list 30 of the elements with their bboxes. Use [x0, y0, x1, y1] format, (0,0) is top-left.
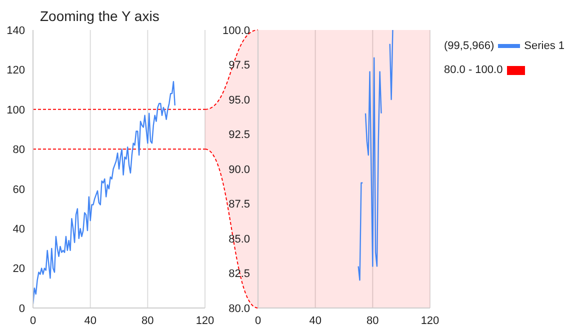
y-tick-label: 82.5 — [228, 268, 250, 280]
y-tick-label: 95.0 — [228, 94, 250, 106]
y-tick-label: 60 — [12, 184, 25, 196]
line-series — [33, 81, 176, 305]
y-tick-label: 85.0 — [228, 233, 250, 246]
y-tick-label: 87.5 — [228, 198, 250, 211]
x-tick-label: 120 — [196, 314, 214, 327]
y-tick-label: 80.0 — [228, 302, 250, 315]
x-tick-label: 40 — [309, 314, 322, 327]
y-tick-label: 40 — [12, 223, 25, 236]
x-tick-label: 80 — [142, 314, 154, 327]
legend-label: Series 1 — [524, 39, 565, 54]
x-tick-label: 40 — [84, 314, 96, 327]
y-tick-label: 0 — [18, 302, 25, 315]
x-tick-label: 120 — [420, 314, 440, 327]
text: (99,5,966) — [444, 39, 494, 54]
x-tick-label: 80 — [366, 314, 379, 327]
band-label: 80.0 - 100.0 — [444, 63, 503, 78]
y-tick-label: 120 — [6, 64, 25, 77]
y-tick-label: 92.5 — [228, 129, 250, 142]
y-tick-label: 90.0 — [228, 164, 250, 176]
x-tick-label: 0 — [30, 314, 36, 327]
x-tick-label: 0 — [254, 314, 262, 327]
chart-title: Zooming the Y axis — [40, 8, 160, 24]
y-tick-label: 140 — [6, 24, 25, 37]
y-tick-label: 100 — [6, 104, 25, 116]
y-tick-label: 20 — [12, 263, 25, 276]
y-tick-label: 97.5 — [228, 60, 250, 72]
y-tick-label: 100.0 — [222, 24, 250, 37]
y-tick-label: 80 — [12, 144, 25, 156]
